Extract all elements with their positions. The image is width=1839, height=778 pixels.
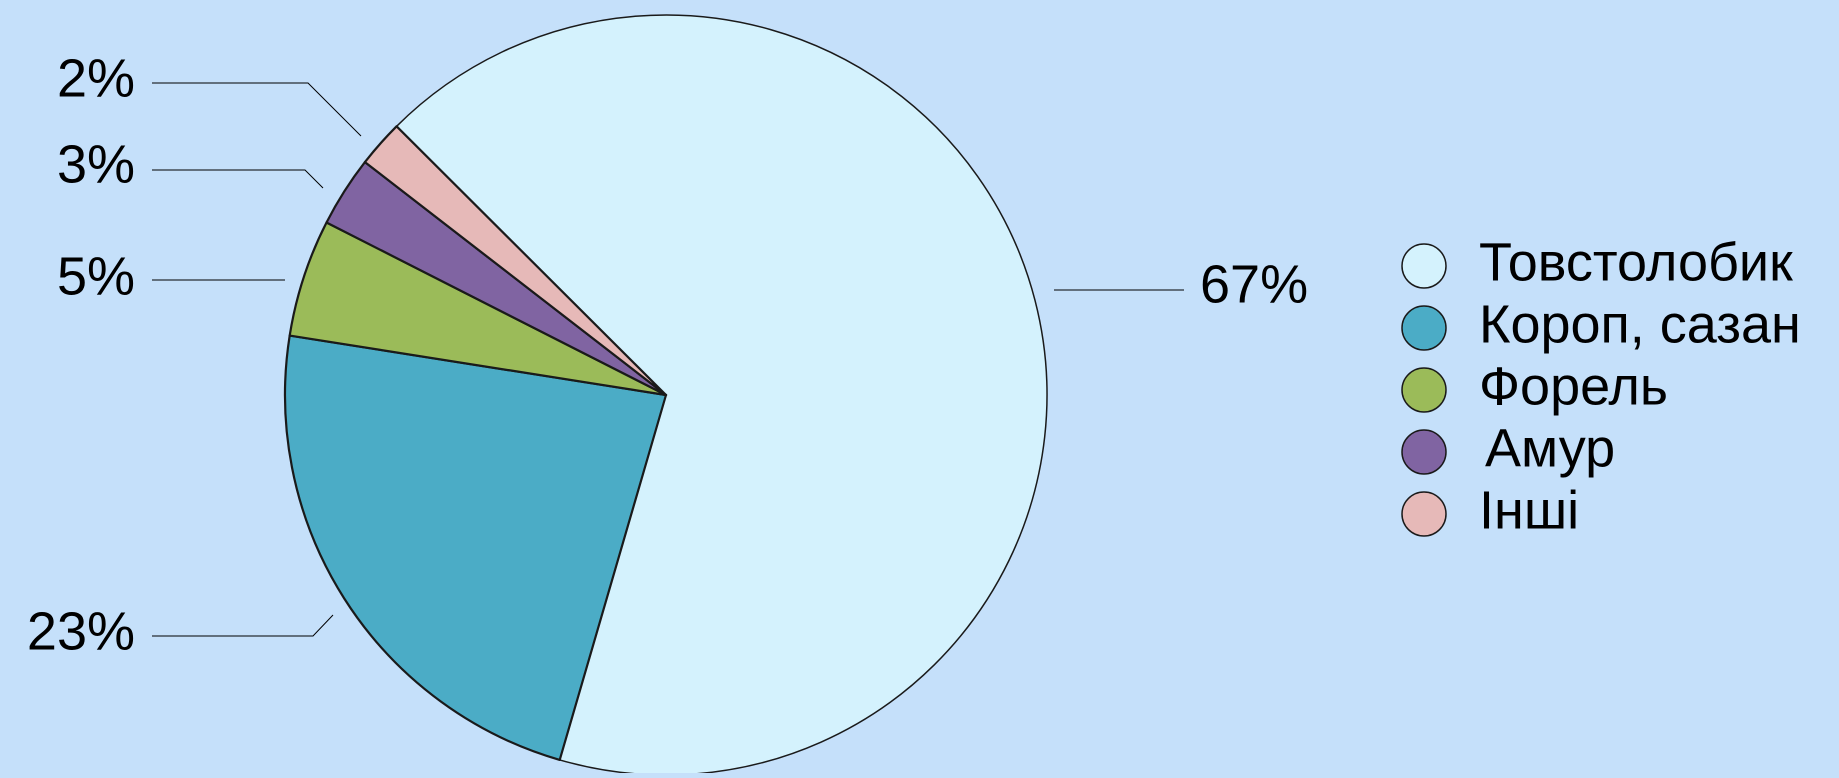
pie-slice-1 [395, 14, 1048, 776]
legend-swatch-4 [1401, 429, 1447, 475]
legend-label-3: Форель [1479, 356, 1668, 416]
legend-label-5: Інші [1479, 480, 1579, 540]
legend-label-1: Товстолобик [1479, 232, 1793, 292]
data-label-1: 67% [1200, 254, 1308, 314]
legend-swatch-2 [1401, 305, 1447, 351]
legend-swatch-3 [1401, 367, 1447, 413]
leader-line-5 [152, 82, 362, 137]
pie-slice-2 [283, 334, 668, 762]
data-labels: 67% 23% 5% 3% 2% [27, 48, 1308, 661]
data-label-5: 2% [57, 48, 135, 108]
leader-lines [152, 82, 1184, 637]
data-label-4: 3% [57, 134, 135, 194]
legend-label-2: Короп, сазан [1479, 294, 1801, 354]
leader-line-4 [152, 169, 324, 189]
data-label-2: 23% [27, 601, 135, 661]
legend-swatch-5 [1401, 491, 1447, 537]
pie-slice-5 [363, 125, 668, 397]
data-label-3: 5% [57, 246, 135, 306]
leader-line-2 [152, 614, 334, 637]
legend-swatch-1 [1401, 243, 1447, 289]
legend-label-4: Амур [1485, 418, 1615, 478]
pie-slices [283, 14, 1048, 776]
